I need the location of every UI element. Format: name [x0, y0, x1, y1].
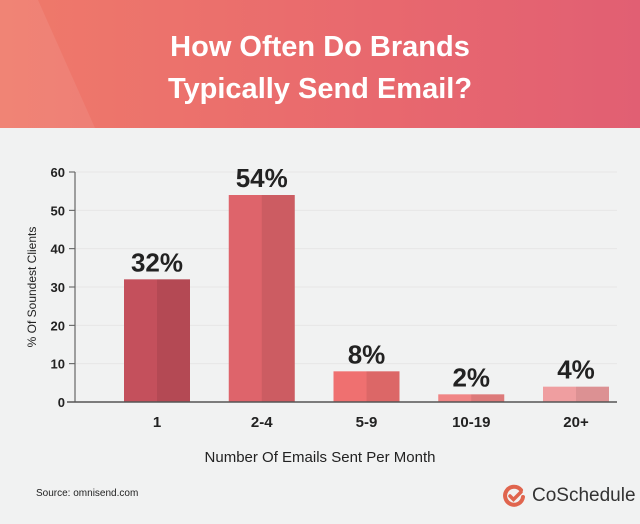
data-label: 2% — [452, 362, 490, 392]
y-tick-label: 60 — [51, 165, 65, 180]
check-logo-icon — [503, 484, 525, 507]
bar-shade — [261, 195, 295, 402]
brand-name: CoSchedule — [532, 485, 636, 506]
source-note: Source: omnisend.com — [36, 488, 139, 499]
y-tick-label: 40 — [51, 242, 65, 257]
y-tick-label: 30 — [51, 280, 65, 295]
coschedule-logo: CoSchedule — [502, 484, 636, 508]
x-tick-label: 2-4 — [251, 414, 273, 431]
y-tick-label: 50 — [51, 203, 65, 218]
bar — [228, 195, 295, 402]
x-tick-label: 20+ — [563, 414, 589, 431]
y-axis-label: % Of Soundest Clients — [25, 227, 39, 348]
x-axis-label: Number Of Emails Sent Per Month — [205, 449, 436, 466]
title-line-1: How Often Do Brands — [170, 31, 470, 63]
chart-title: How Often Do Brands Typically Send Email… — [0, 26, 640, 110]
y-tick-label: 10 — [51, 357, 65, 372]
x-tick-label: 10-19 — [452, 414, 490, 431]
bar-shade — [576, 386, 609, 402]
bar — [543, 386, 609, 402]
title-line-2: Typically Send Email? — [167, 73, 473, 105]
bar-shade — [471, 394, 505, 402]
data-label: 54% — [236, 163, 288, 193]
bar — [333, 371, 400, 402]
bar — [438, 394, 505, 402]
bar — [124, 279, 190, 402]
x-tick-label: 1 — [153, 414, 161, 431]
x-tick-label: 5-9 — [356, 414, 378, 431]
bar-shade — [157, 279, 190, 402]
bar-shade — [366, 371, 400, 402]
header-banner: How Often Do Brands Typically Send Email… — [0, 0, 640, 128]
data-label: 32% — [131, 247, 183, 277]
data-label: 8% — [348, 339, 386, 369]
y-tick-label: 20 — [51, 318, 65, 333]
data-label: 4% — [557, 355, 595, 385]
y-tick-label: 0 — [58, 395, 65, 410]
